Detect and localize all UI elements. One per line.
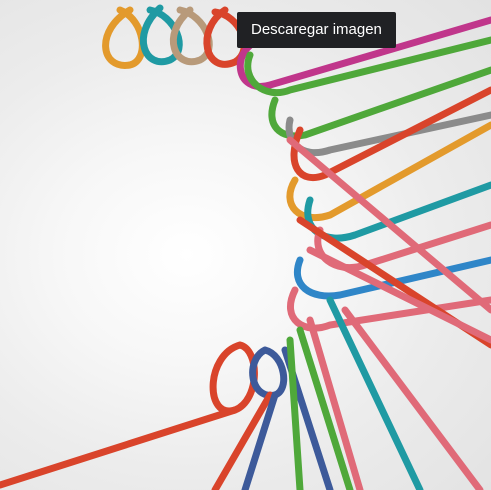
download-image-tooltip: Descaregar imagen [237, 12, 396, 48]
